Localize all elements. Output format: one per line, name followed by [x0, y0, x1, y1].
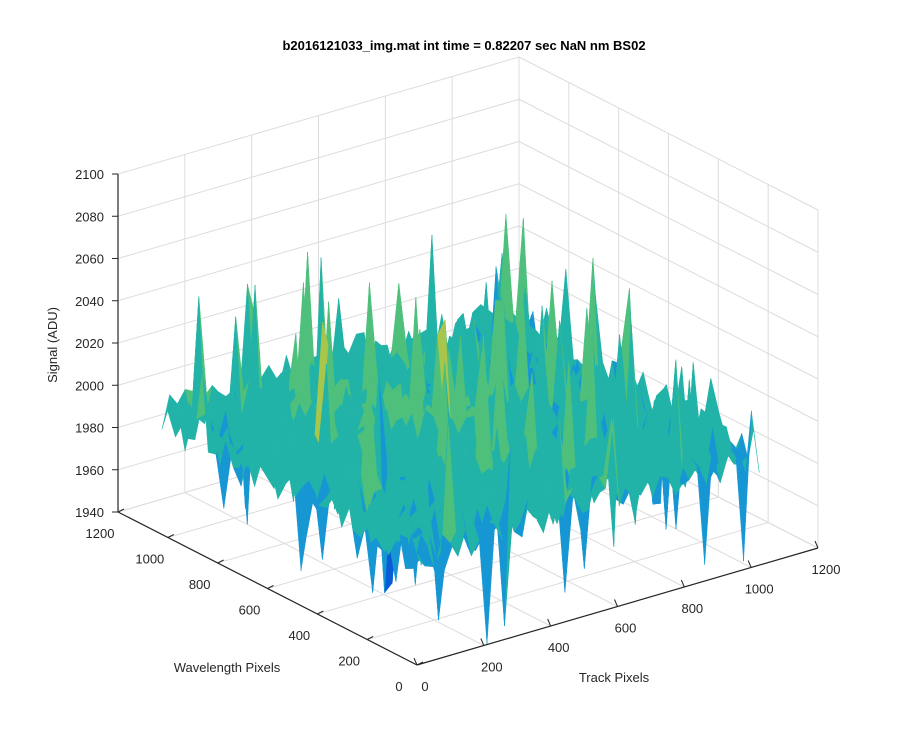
y-tick-label: 1200 — [86, 526, 115, 541]
side-wall-gridline-z — [518, 183, 819, 338]
back-wall-gridline-z — [117, 98, 520, 217]
x-tick-label: 0 — [421, 679, 428, 694]
z-tick-label: 2000 — [75, 378, 104, 393]
x-tick-label: 200 — [481, 660, 503, 675]
back-wall-gridline-z — [117, 183, 520, 302]
side-wall-gridline-z — [518, 225, 819, 380]
side-wall-gridline-z — [518, 141, 819, 295]
y-tick-label-mark — [267, 585, 274, 589]
x-tick-mark — [480, 638, 485, 646]
y-tick-label: 1000 — [135, 552, 164, 567]
x-tick-label: 1200 — [812, 562, 841, 577]
y-tick-label-mark — [167, 534, 175, 538]
y-tick-label-mark — [366, 636, 374, 640]
x-tick-mark — [547, 618, 552, 627]
y-tick-label-mark — [416, 661, 424, 666]
x-tick-mark — [680, 579, 685, 588]
x-tick-label: 1000 — [745, 582, 774, 597]
x-tick-label: 600 — [615, 621, 637, 636]
surface-facet — [411, 533, 425, 567]
chart-title: b2016121033_img.mat int time = 0.82207 s… — [282, 38, 645, 53]
z-axis-label: Signal (ADU) — [45, 307, 60, 383]
z-tick-label: 1960 — [75, 463, 104, 478]
x-axis-label: Track Pixels — [579, 670, 650, 685]
y-tick-label: 0 — [395, 679, 402, 694]
y-tick-label: 200 — [338, 654, 360, 669]
z-tick-label: 2080 — [75, 209, 104, 224]
z-tick-label: 2060 — [75, 252, 104, 267]
floor-gridline-y — [317, 496, 719, 615]
x-tick-mark — [814, 540, 819, 549]
x-tick-mark — [747, 560, 752, 568]
z-tick-label: 2020 — [75, 336, 104, 351]
y-tick-label: 800 — [189, 577, 211, 592]
z-tick-label: 1980 — [75, 421, 104, 436]
y-tick-label: 400 — [288, 628, 310, 643]
axes-ticks: 0 200 400 600 800 1000 1200 0 200 400 600 800 1000 12… — [75, 167, 840, 694]
x-tick-mark — [413, 657, 418, 666]
back-wall-gridline-z — [117, 141, 520, 259]
z-tick-label: 2040 — [75, 294, 104, 309]
side-wall-gridline-z — [518, 267, 819, 422]
back-wall-gridline-z — [117, 56, 520, 175]
y-tick-label: 600 — [239, 603, 261, 618]
y-tick-label-mark — [117, 508, 125, 513]
y-tick-label-mark — [217, 559, 224, 564]
side-wall-gridline-z — [518, 98, 819, 253]
surface-mesh — [161, 214, 760, 645]
side-wall-gridline-z — [518, 56, 819, 211]
z-tick-label: 2100 — [75, 167, 104, 182]
x-tick-label: 400 — [548, 640, 570, 655]
y-axis-label: Wavelength Pixels — [174, 660, 281, 675]
y-tick-label-mark — [317, 610, 324, 615]
x-tick-label: 800 — [681, 601, 703, 616]
z-tick-label: 1940 — [75, 505, 104, 520]
x-tick-mark — [614, 599, 618, 607]
floor-gridline-y — [367, 522, 769, 640]
back-wall-gridline-z — [117, 225, 520, 344]
